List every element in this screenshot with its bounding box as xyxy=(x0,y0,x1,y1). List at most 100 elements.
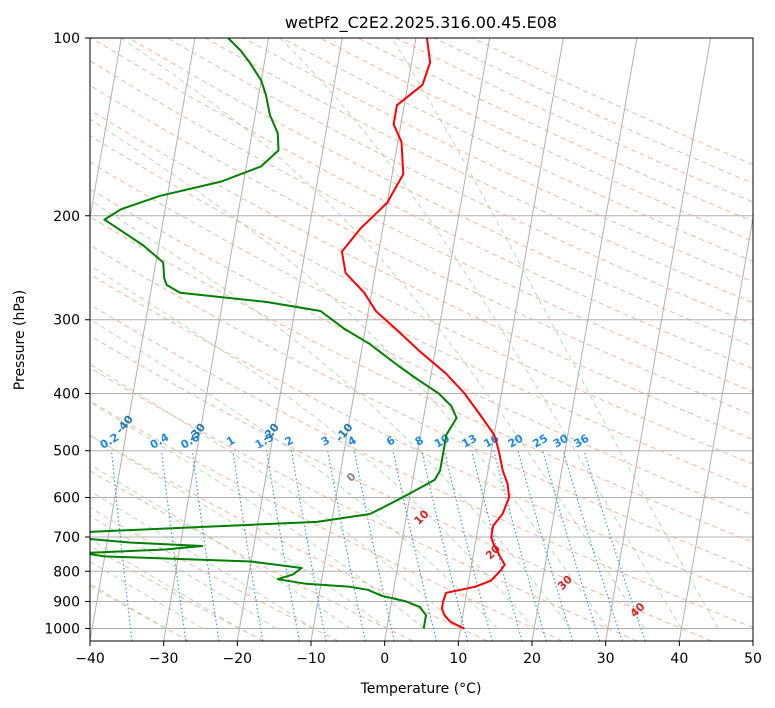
x-tick-label: −20 xyxy=(223,651,253,667)
moist-adiabat-line xyxy=(90,318,498,629)
isotherm-line xyxy=(90,38,122,221)
dry-adiabat-line xyxy=(90,188,753,517)
y-tick-label: 1000 xyxy=(44,621,80,637)
mixing-ratio-label: 20 xyxy=(506,432,526,451)
moist-adiabat-line xyxy=(90,401,425,629)
x-tick-label: −30 xyxy=(149,651,179,667)
x-tick-label: 40 xyxy=(670,651,688,667)
dry-adiabat-line xyxy=(90,273,753,599)
isotherm-line xyxy=(457,38,564,641)
x-tick-label: −10 xyxy=(296,651,326,667)
mixing-ratio-line xyxy=(583,450,646,641)
mixing-ratio-label: 10 xyxy=(432,432,452,451)
mixing-ratio-line xyxy=(493,450,547,641)
x-axis: −40 −30 −20 −10 0 10 20 30 40 50 xyxy=(75,641,762,667)
mixing-ratio-label: 3 xyxy=(319,434,332,449)
isotherm-line xyxy=(384,38,491,641)
y-tick-label: 400 xyxy=(53,387,80,403)
line-annotations: 0.2 0.4 0.6 1 1.5 2 3 4 6 8 10 13 16 20 25 30 36-40 -30 -2… xyxy=(98,413,648,621)
dry-adiabat-line xyxy=(357,38,753,222)
moist-adiabat-line xyxy=(90,538,240,629)
x-tick-label: 0 xyxy=(380,651,389,667)
dewpoint-profile xyxy=(90,38,458,629)
y-tick-label: 200 xyxy=(53,209,80,225)
mixing-ratio-line xyxy=(290,450,327,641)
mixing-ratio-line xyxy=(110,450,133,641)
mixing-ratio-line xyxy=(562,450,623,641)
y-tick-label: 600 xyxy=(53,490,80,506)
moist-adiabat-line xyxy=(90,199,572,629)
isotherm-line xyxy=(678,214,753,641)
dry-adiabat-line xyxy=(90,84,753,416)
mixing-ratio-line xyxy=(266,450,300,641)
dry-adiabat-line xyxy=(90,470,414,641)
isotherm-line xyxy=(752,638,753,641)
mixing-ratio-line xyxy=(471,450,523,641)
plot-frame xyxy=(89,37,754,642)
background-lines xyxy=(90,38,753,641)
moist-adiabat-line xyxy=(279,38,682,629)
moist-adiabat-line xyxy=(90,264,535,629)
x-tick-label: 50 xyxy=(744,651,762,667)
mixing-ratio-line xyxy=(443,450,493,641)
mixing-ratio-label: 2 xyxy=(283,434,296,449)
mixing-ratio-line xyxy=(160,450,187,641)
mixing-ratio-label: 36 xyxy=(572,432,592,451)
isotherm-line xyxy=(531,38,638,641)
dry-adiabat-line xyxy=(90,507,339,641)
dry-adiabat-line xyxy=(90,303,753,629)
dry-adiabat-line xyxy=(90,135,753,465)
moist-adiabat-line xyxy=(90,583,167,629)
y-tick-label: 300 xyxy=(53,313,80,329)
y-tick-label: 800 xyxy=(53,564,80,580)
dry-adiabat-line xyxy=(90,216,753,543)
dry-adiabat-line xyxy=(90,244,753,571)
mixing-ratio-line xyxy=(353,450,395,641)
moist-adiabat-line xyxy=(120,38,646,629)
dry-adiabat-line xyxy=(90,400,563,641)
mixing-ratio-label: 6 xyxy=(384,433,397,448)
mixing-ratio-line xyxy=(392,450,437,641)
isotherm-line xyxy=(236,38,343,641)
moist-adiabat-line xyxy=(90,464,351,629)
mixing-ratio-label: 1 xyxy=(224,434,237,449)
x-tick-label: 30 xyxy=(597,651,615,667)
mixing-ratio-line xyxy=(191,450,220,641)
dry-adiabat-line xyxy=(205,38,753,304)
isotherm-line xyxy=(605,38,712,641)
dry-adiabat-line xyxy=(90,109,753,440)
mixing-ratio-label: 0.4 xyxy=(148,430,172,451)
dry-adiabat-line xyxy=(90,434,488,641)
y-tick-label: 500 xyxy=(53,444,80,460)
mixing-ratio-line xyxy=(232,450,264,641)
dry-adiabat-line xyxy=(128,38,753,347)
temperature-profile xyxy=(340,38,511,630)
dry-adiabat-line xyxy=(90,335,712,641)
y-axis-title: Pressure (hPa) xyxy=(12,290,28,390)
moist-adiabat-line xyxy=(90,490,314,629)
x-tick-label: 20 xyxy=(523,651,541,667)
y-tick-label: 100 xyxy=(53,31,80,47)
x-tick-label: 10 xyxy=(449,651,467,667)
mixing-ratio-label: 13 xyxy=(459,432,479,451)
x-axis-title: Temperature (°C) xyxy=(360,681,482,697)
profile-series xyxy=(90,38,511,630)
moist-adiabat-line xyxy=(90,561,203,629)
chart-title: wetPf2_C2E2.2025.316.00.45.E08 xyxy=(285,13,557,33)
isotherm-line xyxy=(163,38,270,641)
mixing-ratio-line xyxy=(517,450,574,641)
dry-adiabat-line xyxy=(166,38,753,325)
y-tick-label: 700 xyxy=(53,530,80,546)
dry-adiabat-line xyxy=(90,161,753,491)
mixing-ratio-label: 8 xyxy=(413,434,426,449)
moist-adiabat-line xyxy=(90,118,609,629)
mixing-ratio-label: 0.2 xyxy=(98,431,121,452)
mixing-ratio-line xyxy=(421,450,469,641)
dry-adiabat-line xyxy=(90,38,753,370)
moist-adiabat-label: 0 xyxy=(344,470,359,485)
dry-adiabat-line xyxy=(281,38,753,262)
dry-adiabat-line xyxy=(471,38,753,166)
y-axis: 100 200 300 400 500 600 700 800 900 1000 xyxy=(44,31,90,637)
x-tick-label: −40 xyxy=(75,651,105,667)
